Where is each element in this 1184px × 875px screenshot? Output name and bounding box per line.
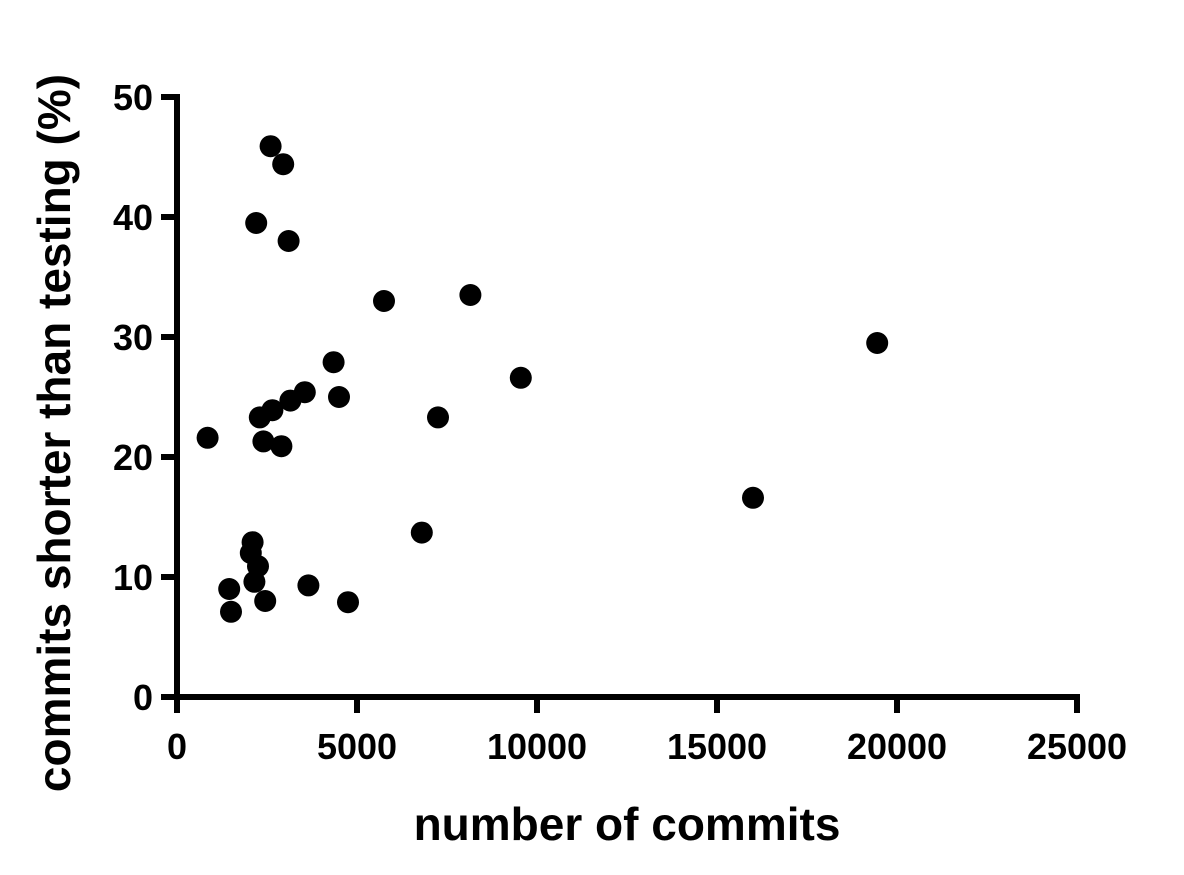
y-axis-title: commits shorter than testing (%) bbox=[28, 74, 80, 792]
ticks: 0 5000 10000 15000 20000 25000 0 10 20 30 40 50 bbox=[113, 77, 1127, 767]
data-point bbox=[337, 591, 359, 614]
data-point bbox=[218, 578, 241, 600]
data-point bbox=[196, 426, 219, 449]
data-point bbox=[373, 290, 395, 312]
axes bbox=[174, 94, 1080, 700]
y-tick-label: 0 bbox=[133, 677, 153, 718]
x-axis-title: number of commits bbox=[414, 798, 841, 850]
data-point bbox=[270, 435, 293, 458]
data-point bbox=[509, 366, 532, 389]
data-points bbox=[196, 135, 889, 623]
data-point bbox=[272, 153, 295, 176]
data-point bbox=[297, 574, 320, 597]
x-tick-label: 10000 bbox=[487, 726, 587, 767]
x-tick-label: 15000 bbox=[667, 726, 767, 767]
data-point bbox=[328, 386, 350, 408]
y-tick-label: 30 bbox=[113, 317, 153, 358]
data-point bbox=[252, 430, 275, 453]
data-point bbox=[241, 531, 264, 554]
y-tick-label: 10 bbox=[113, 557, 153, 598]
data-point bbox=[293, 381, 316, 404]
data-point bbox=[427, 406, 449, 429]
data-point bbox=[254, 590, 277, 612]
data-point bbox=[261, 399, 284, 422]
data-point bbox=[277, 230, 300, 252]
x-tick-label: 5000 bbox=[317, 726, 397, 767]
data-point bbox=[245, 212, 268, 234]
data-point bbox=[410, 521, 433, 544]
x-tick-label: 20000 bbox=[847, 726, 947, 767]
data-point bbox=[459, 284, 482, 306]
x-tick-label: 0 bbox=[167, 726, 187, 767]
y-tick-label: 20 bbox=[113, 437, 153, 478]
y-tick-label: 40 bbox=[113, 197, 153, 238]
data-point bbox=[866, 332, 889, 354]
data-point bbox=[742, 486, 764, 509]
data-point bbox=[259, 135, 282, 158]
data-point bbox=[322, 351, 345, 374]
x-tick-label: 25000 bbox=[1027, 726, 1127, 767]
data-point bbox=[220, 600, 242, 623]
y-tick-label: 50 bbox=[113, 77, 153, 118]
data-point bbox=[247, 555, 269, 578]
